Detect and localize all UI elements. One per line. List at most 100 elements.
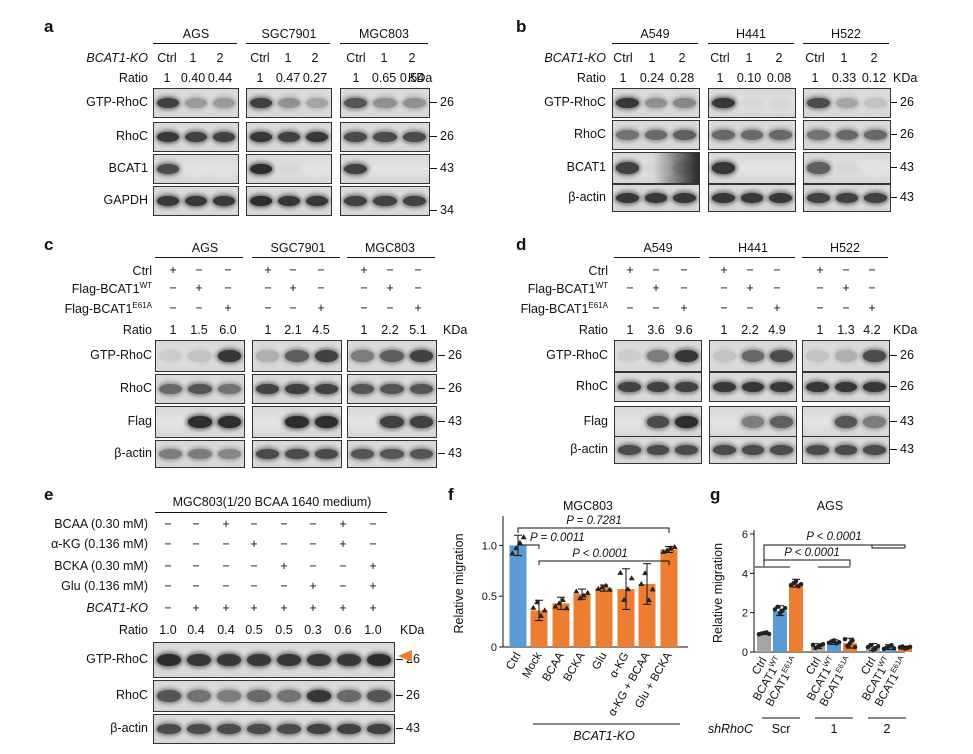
- kda-value: 43: [448, 414, 462, 428]
- blot-row-label: GTP-RhoC: [544, 95, 606, 109]
- blot-panel: [612, 88, 700, 118]
- sign-marker: −: [773, 281, 781, 295]
- blot-band: [337, 723, 361, 735]
- category-label-superscript: E61A: [779, 654, 796, 674]
- blot-band: [350, 383, 375, 395]
- data-point: [559, 597, 566, 603]
- sign-marker: −: [164, 579, 172, 593]
- sign-marker: −: [746, 301, 754, 315]
- kda-value: 43: [900, 442, 914, 456]
- ratio-value: 1: [720, 323, 728, 337]
- blot-panel: [347, 374, 437, 404]
- condition-label: BCAT1-KO: [86, 601, 148, 615]
- ratio-label: Ratio: [118, 71, 148, 85]
- ratio-value: 0.5: [245, 623, 263, 637]
- blot-band: [770, 350, 794, 362]
- blot-band: [314, 383, 339, 395]
- condition-text: Ctrl: [588, 264, 608, 279]
- group-axis-label: shRhoC: [708, 722, 754, 736]
- sign-marker: −: [369, 537, 377, 551]
- blot-smear: [653, 153, 699, 183]
- data-point: [552, 603, 559, 609]
- bar: [509, 545, 527, 647]
- blot-band: [402, 131, 427, 143]
- ratio-value: 1.0: [364, 623, 382, 637]
- y-tick-label: 4: [742, 568, 748, 580]
- sign-marker: −: [280, 517, 288, 531]
- ratio-value: 2.2: [741, 323, 759, 337]
- group-label: 2: [884, 722, 891, 736]
- kda-value: 26: [900, 348, 914, 362]
- blot-band: [806, 129, 830, 141]
- sign-marker: −: [309, 559, 317, 573]
- blot-band: [835, 162, 859, 174]
- blot-band: [184, 163, 208, 175]
- blot-band: [409, 416, 434, 428]
- sign-marker: +: [280, 601, 288, 615]
- condition-text: Flag-BCAT1: [71, 282, 140, 297]
- kda-value: 43: [900, 414, 914, 428]
- blot-panel: [347, 340, 437, 372]
- blot-band: [646, 416, 670, 428]
- blot-panel: [153, 186, 239, 216]
- blot-band: [184, 97, 208, 109]
- kda-tick: [438, 388, 445, 389]
- kda-tick: [438, 355, 445, 356]
- blot-band: [337, 653, 361, 667]
- category-label-superscript: E61A: [833, 654, 850, 674]
- condition-label: BCKA (0.30 mM): [54, 559, 148, 573]
- blot-band: [834, 350, 858, 362]
- blot-band: [770, 445, 794, 455]
- sign-marker: −: [164, 559, 172, 573]
- sign-marker: −: [224, 263, 232, 277]
- y-axis-label: Relative migration: [711, 543, 725, 643]
- bar: [595, 588, 613, 647]
- stat-bracket: [517, 527, 670, 533]
- lane-label: Ctrl: [710, 51, 730, 65]
- kda-tick: [890, 134, 897, 135]
- blot-band: [184, 131, 208, 143]
- kda-tick: [396, 728, 403, 729]
- blot-band: [711, 129, 735, 141]
- ratio-value: 1.0: [159, 623, 177, 637]
- ko-label: BCAT1-KO: [86, 51, 148, 65]
- data-point: [563, 605, 570, 611]
- kda-label: KDa: [893, 71, 918, 85]
- category-label-superscript: WT: [876, 654, 890, 669]
- lane-label: 2: [408, 51, 416, 65]
- blot-band: [615, 162, 639, 174]
- kda-tick: [430, 136, 437, 137]
- blot-band: [644, 129, 668, 141]
- blot-band: [770, 416, 794, 428]
- sign-marker: −: [164, 537, 172, 551]
- blot-band: [380, 416, 404, 428]
- ratio-value: 1: [352, 71, 360, 85]
- sign-marker: −: [339, 579, 347, 593]
- blot-band: [156, 163, 180, 175]
- ratio-value: 0.65: [371, 71, 397, 85]
- bar: [757, 633, 771, 652]
- cell-line-underline: [155, 257, 243, 258]
- data-point: [541, 607, 548, 613]
- blot-band: [646, 445, 670, 455]
- kda-value: 26: [440, 95, 454, 109]
- blot-row-label: GAPDH: [103, 193, 148, 207]
- sign-marker: +: [192, 601, 200, 615]
- blot-row-label: BCAT1: [108, 161, 148, 175]
- blot-band: [712, 381, 736, 393]
- kda-tick: [890, 449, 897, 450]
- blot-band: [864, 193, 888, 203]
- cell-line-header: A549: [643, 241, 673, 255]
- condition-label: BCAA (0.30 mM): [54, 517, 148, 531]
- stat-bracket: [763, 559, 851, 566]
- sign-marker: −: [626, 281, 634, 295]
- data-point: [520, 534, 527, 540]
- sign-marker: −: [250, 517, 258, 531]
- blot-band: [187, 690, 211, 702]
- data-point: [782, 605, 788, 611]
- blot-band: [617, 350, 641, 362]
- blot-band: [675, 350, 699, 362]
- ratio-value: 0.3: [304, 623, 322, 637]
- condition-text: Flag-BCAT1: [527, 282, 596, 297]
- blot-band: [864, 97, 888, 109]
